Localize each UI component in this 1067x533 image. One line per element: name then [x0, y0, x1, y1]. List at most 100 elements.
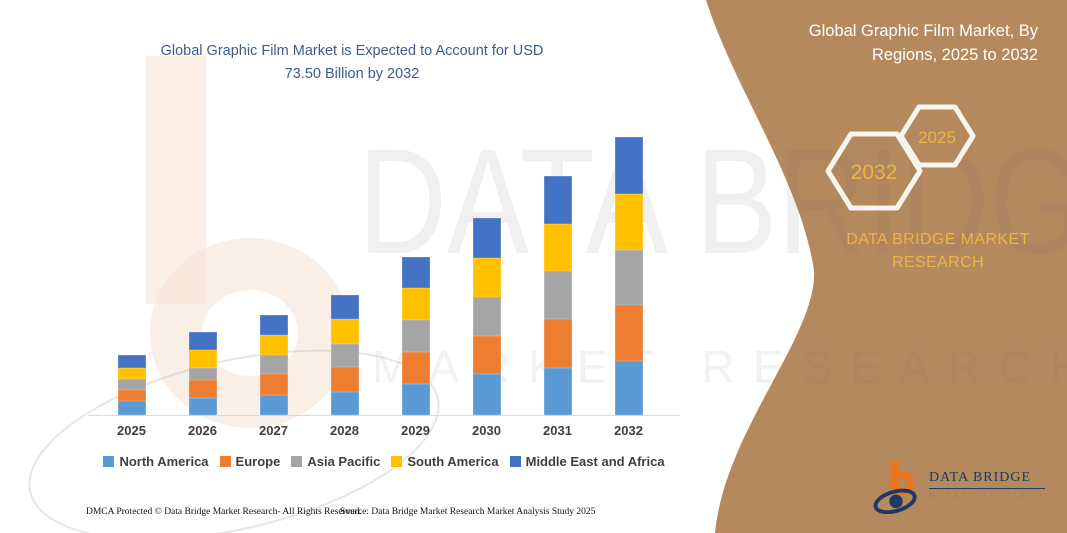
legend-label-south-america: South America	[407, 454, 499, 469]
bar-2028-north-america	[330, 392, 359, 415]
brand-name-line1: DATA BRIDGE MARKET	[846, 231, 1030, 248]
bar-2025-asia-pacific	[117, 379, 146, 390]
bar-2027-south-america	[259, 334, 288, 355]
bar-stack-2025	[117, 355, 146, 415]
chart-title: Global Graphic Film Market is Expected t…	[52, 40, 652, 86]
bar-2032-asia-pacific	[614, 250, 643, 306]
dmca-notice: DMCA Protected © Data Bridge Market Rese…	[86, 507, 362, 517]
right-panel-title-line1: Global Graphic Film Market, By	[808, 22, 1038, 40]
bar-2029-europe	[401, 351, 430, 384]
legend-label-north-america: North America	[119, 454, 209, 469]
bar-2030-south-america	[472, 258, 501, 298]
logo-subtitle: MARKET RESEARCH	[929, 492, 1045, 500]
legend-item-south-america: South America	[391, 454, 499, 469]
legend-item-north-america: North America	[103, 454, 209, 469]
right-panel-title: Global Graphic Film Market, By Regions, …	[758, 19, 1038, 67]
bar-column-2030	[451, 137, 522, 415]
bar-2029-asia-pacific	[401, 319, 430, 352]
bar-2025-south-america	[117, 368, 146, 379]
legend-label-middle-east-and-africa: Middle East and Africa	[525, 454, 665, 469]
bar-2032-europe	[614, 305, 643, 361]
bar-2026-europe	[188, 379, 217, 398]
legend-swatch-asia-pacific	[291, 456, 303, 467]
bar-column-2029	[380, 137, 451, 415]
data-bridge-logo: DATA BRIDGE MARKET RESEARCH	[872, 458, 1045, 514]
bar-2028-europe	[330, 367, 359, 392]
bar-2026-middle-east-and-africa	[188, 331, 217, 350]
x-axis-label-2025: 2025	[117, 423, 146, 438]
bar-2025-europe	[117, 390, 146, 401]
bar-stack-2026	[188, 331, 217, 415]
hexagon-2032	[825, 131, 923, 211]
bar-2030-asia-pacific	[472, 297, 501, 337]
chart-title-line2: 73.50 Billion by 2032	[284, 66, 420, 82]
bar-2032-north-america	[614, 361, 643, 415]
hexagon-2025-label: 2025	[918, 128, 956, 147]
bar-2032-south-america	[614, 194, 643, 251]
bar-2028-middle-east-and-africa	[330, 295, 359, 320]
bar-2030-north-america	[472, 374, 501, 415]
bar-column-2025	[96, 137, 167, 415]
bar-2031-south-america	[543, 224, 572, 272]
x-axis-line	[88, 415, 680, 416]
legend-swatch-middle-east-and-africa	[509, 456, 521, 467]
legend-item-asia-pacific: Asia Pacific	[291, 454, 380, 469]
bar-2026-asia-pacific	[188, 367, 217, 380]
bar-stack-2029	[401, 256, 430, 415]
x-axis-label-2027: 2027	[259, 423, 288, 438]
bar-2026-south-america	[188, 349, 217, 368]
right-panel-title-line2: Regions, 2025 to 2032	[871, 46, 1038, 64]
bar-column-2027	[238, 137, 309, 415]
bar-2031-middle-east-and-africa	[543, 176, 572, 225]
x-axis-labels: 2025 2026 2027 2028 2029 2030 2031 2032	[96, 423, 664, 438]
bar-2026-north-america	[188, 398, 217, 415]
chart-title-line1: Global Graphic Film Market is Expected t…	[160, 43, 544, 59]
bar-stack-2027	[259, 314, 288, 415]
forecast-hexagons: 2032 2025	[825, 104, 976, 211]
legend-swatch-europe	[219, 456, 231, 467]
legend-label-asia-pacific: Asia Pacific	[307, 454, 381, 469]
chart-legend: North America Europe Asia Pacific South Ame…	[88, 454, 680, 469]
bar-2029-south-america	[401, 287, 430, 320]
bar-column-2032	[593, 137, 664, 415]
legend-item-middle-east-and-africa: Middle East and Africa	[509, 454, 665, 469]
logo-text: DATA BRIDGE MARKET RESEARCH	[929, 470, 1045, 500]
bar-2029-middle-east-and-africa	[401, 256, 430, 288]
legend-swatch-south-america	[391, 456, 403, 467]
logo-d-dot	[889, 494, 903, 509]
bar-stack-2031	[543, 176, 572, 415]
x-axis-label-2026: 2026	[188, 423, 217, 438]
bar-2027-europe	[259, 373, 288, 395]
brand-name-line2: RESEARCH	[891, 254, 985, 271]
bar-2027-asia-pacific	[259, 354, 288, 374]
bar-stack-2030	[472, 217, 501, 415]
bar-stack-2032	[614, 137, 643, 415]
bar-2031-europe	[543, 319, 572, 369]
legend-swatch-north-america	[103, 456, 115, 467]
bar-column-2028	[309, 137, 380, 415]
data-bridge-logo-mark	[873, 461, 917, 514]
bar-2028-asia-pacific	[330, 344, 359, 368]
bar-chart	[96, 137, 664, 415]
brand-name: DATA BRIDGE MARKET RESEARCH	[808, 228, 1067, 274]
bar-2028-south-america	[330, 319, 359, 345]
bar-2031-asia-pacific	[543, 271, 572, 320]
bar-2025-north-america	[117, 401, 146, 415]
legend-label-europe: Europe	[235, 454, 281, 469]
x-axis-label-2032: 2032	[614, 423, 643, 438]
logo-swoosh-ellipse	[873, 488, 917, 514]
bar-2029-north-america	[401, 384, 430, 415]
bar-column-2031	[522, 137, 593, 415]
x-axis-label-2031: 2031	[543, 423, 572, 438]
bar-2025-middle-east-and-africa	[117, 355, 146, 368]
bar-2030-europe	[472, 336, 501, 375]
bar-2031-north-america	[543, 368, 572, 415]
bar-stack-2028	[330, 295, 359, 415]
logo-title: DATA BRIDGE	[929, 470, 1045, 489]
legend-item-europe: Europe	[219, 454, 281, 469]
x-axis-label-2029: 2029	[401, 423, 430, 438]
bar-2030-middle-east-and-africa	[472, 217, 501, 259]
source-note: Source: Data Bridge Market Research Mark…	[340, 507, 596, 517]
